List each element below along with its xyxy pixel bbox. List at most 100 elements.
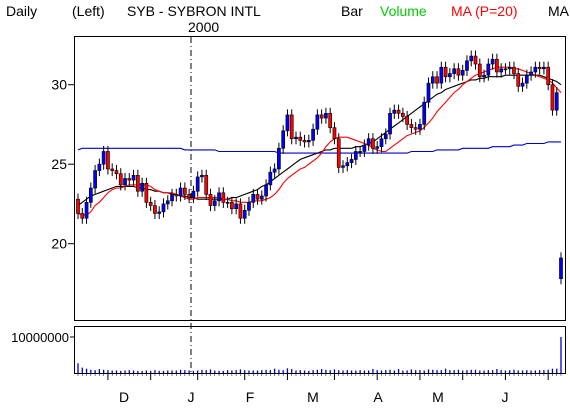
candle-body-down — [302, 140, 307, 143]
candle — [319, 109, 324, 124]
volume-legend: Volume — [380, 3, 427, 19]
candle-body-down — [148, 202, 153, 206]
candle — [336, 133, 341, 173]
candle — [379, 133, 384, 153]
candle — [264, 179, 268, 202]
candle — [383, 128, 388, 145]
price-tick-label: 30 — [51, 77, 67, 93]
candle-body-down — [298, 136, 303, 141]
candle — [332, 122, 337, 145]
candle — [131, 169, 136, 186]
candle — [200, 169, 204, 183]
candle-body-up — [469, 55, 474, 62]
candle-body-down — [204, 175, 209, 195]
candle-body-up — [140, 182, 144, 192]
candle — [426, 77, 431, 108]
candle-body-down — [106, 151, 110, 170]
candle-body-up — [439, 66, 444, 84]
candle — [187, 188, 191, 204]
candle-body-up — [358, 151, 362, 153]
candle — [225, 196, 230, 208]
candle-body-up — [554, 92, 559, 111]
price-tick-label: 20 — [51, 236, 67, 252]
candle — [136, 169, 140, 197]
candle-body-up — [383, 133, 388, 140]
candle-body-down — [114, 170, 119, 175]
candle-body-up — [101, 151, 106, 165]
candle-body-up — [123, 178, 127, 186]
candle — [546, 61, 551, 91]
candle — [375, 141, 380, 154]
candle — [405, 110, 409, 131]
candle-body-up — [259, 195, 264, 200]
candle — [345, 157, 350, 172]
candle — [84, 196, 89, 224]
candle-body-up — [520, 82, 525, 87]
candle-body-down — [289, 114, 294, 140]
candle — [542, 61, 546, 75]
candle-body-up — [311, 128, 315, 141]
candle — [341, 160, 345, 173]
candle — [388, 107, 392, 140]
candle — [97, 158, 102, 177]
candle — [520, 77, 525, 92]
candle — [268, 166, 273, 191]
candle-body-down — [255, 194, 260, 200]
candle — [247, 196, 251, 216]
candle — [550, 79, 555, 116]
candle-body-down — [127, 178, 132, 181]
candle-body-up — [353, 151, 358, 160]
candle-body-up — [247, 202, 251, 211]
candle — [294, 131, 298, 145]
volume-bars — [77, 337, 562, 373]
candle-body-down — [187, 194, 191, 198]
candle — [401, 107, 405, 123]
candle — [499, 63, 503, 78]
candle — [537, 61, 542, 75]
candle-body-up — [217, 192, 221, 202]
candle — [272, 163, 277, 178]
candle-body-up — [277, 147, 281, 170]
candle-body-down — [512, 66, 516, 74]
candle-body-up — [251, 194, 256, 203]
candle-body-down — [328, 113, 333, 128]
candle — [524, 69, 529, 89]
candle — [456, 63, 461, 81]
candle — [191, 185, 196, 204]
candle — [251, 188, 256, 208]
candle-body-down — [336, 138, 341, 168]
candle — [144, 177, 149, 208]
ticker-label: SYB - SYBRON INTL — [127, 3, 261, 19]
candle-body-down — [208, 194, 213, 206]
candle-body-up — [170, 194, 174, 202]
candle-body-up — [157, 211, 162, 214]
candle-body-down — [435, 76, 439, 84]
candle — [448, 68, 452, 83]
candle-body-down — [396, 109, 401, 114]
candle — [473, 50, 478, 70]
candle-body-up — [324, 113, 328, 119]
candle — [195, 171, 200, 197]
candle-body-up — [426, 82, 431, 103]
candle-body-up — [533, 66, 538, 73]
year-label: 2000 — [188, 19, 219, 35]
candle-body-up — [191, 190, 196, 198]
candle-body-up — [93, 170, 97, 189]
candle-body-up — [524, 74, 529, 84]
candle-body-down — [118, 173, 123, 186]
candle — [255, 188, 260, 205]
candle-body-up — [507, 66, 512, 70]
candle-body-down — [174, 194, 179, 197]
candle — [242, 204, 247, 224]
candle — [140, 177, 144, 197]
candle — [204, 169, 209, 200]
candle-body-down — [516, 73, 521, 87]
candle-body-down — [537, 66, 542, 70]
candle-body-up — [315, 114, 320, 130]
scale-label: (Left) — [72, 3, 105, 19]
candle — [285, 109, 290, 137]
candle — [118, 168, 123, 191]
candle — [93, 164, 97, 194]
candle-body-up — [452, 68, 456, 74]
